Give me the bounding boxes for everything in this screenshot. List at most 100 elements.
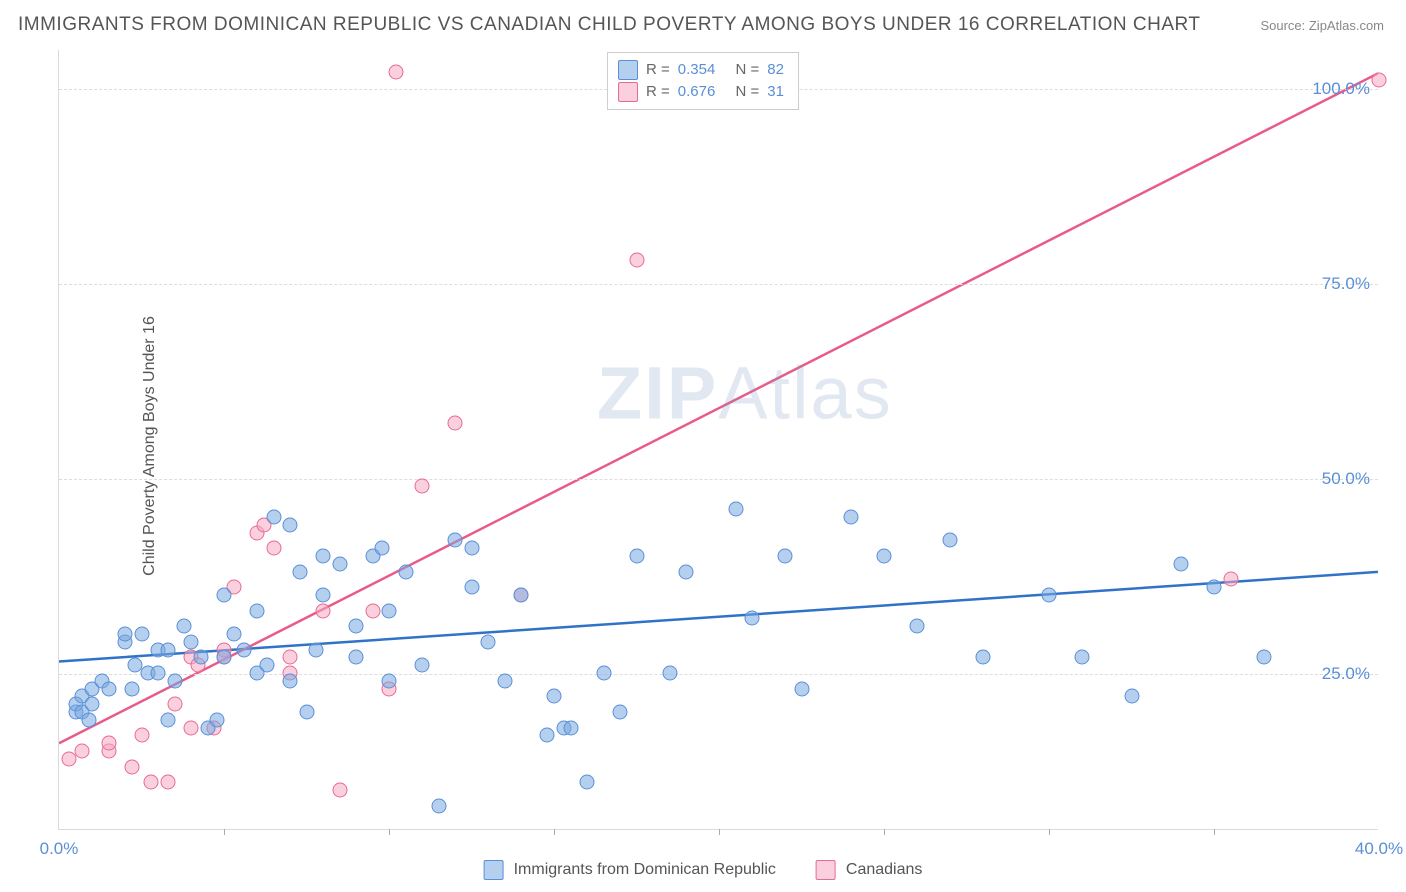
data-point — [144, 775, 159, 790]
x-tick-label: 0.0% — [40, 839, 79, 859]
legend-label: Canadians — [846, 861, 923, 879]
data-point — [266, 510, 281, 525]
data-point — [332, 783, 347, 798]
grid-line — [59, 479, 1378, 480]
data-point — [184, 634, 199, 649]
data-point — [217, 588, 232, 603]
correlation-legend: R = 0.354 N = 82 R = 0.676 N = 31 — [607, 52, 799, 110]
data-point — [1207, 580, 1222, 595]
data-point — [415, 658, 430, 673]
data-point — [124, 759, 139, 774]
n-label: N = — [736, 81, 760, 103]
data-point — [299, 705, 314, 720]
data-point — [514, 588, 529, 603]
pink-swatch — [816, 860, 836, 880]
data-point — [292, 564, 307, 579]
data-point — [365, 603, 380, 618]
data-point — [1223, 572, 1238, 587]
data-point — [382, 673, 397, 688]
legend-item: Canadians — [816, 860, 923, 880]
x-tick-mark — [224, 829, 225, 835]
data-point — [388, 65, 403, 80]
data-point — [448, 533, 463, 548]
x-tick-label: 40.0% — [1355, 839, 1403, 859]
watermark-part-b: Atlas — [718, 351, 893, 434]
data-point — [1174, 556, 1189, 571]
data-point — [596, 666, 611, 681]
data-point — [398, 564, 413, 579]
data-point — [160, 712, 175, 727]
data-point — [1372, 73, 1387, 88]
data-point — [160, 642, 175, 657]
data-point — [497, 673, 512, 688]
data-point — [210, 712, 225, 727]
data-point — [1256, 650, 1271, 665]
r-label: R = — [646, 81, 670, 103]
data-point — [101, 681, 116, 696]
n-value: 31 — [767, 81, 784, 103]
data-point — [316, 603, 331, 618]
x-tick-mark — [389, 829, 390, 835]
legend-row: R = 0.676 N = 31 — [618, 81, 784, 103]
data-point — [1042, 588, 1057, 603]
data-point — [613, 705, 628, 720]
data-point — [160, 775, 175, 790]
data-point — [877, 549, 892, 564]
data-point — [580, 775, 595, 790]
data-point — [101, 736, 116, 751]
data-point — [375, 541, 390, 556]
data-point — [283, 650, 298, 665]
data-point — [778, 549, 793, 564]
data-point — [316, 588, 331, 603]
data-point — [464, 541, 479, 556]
data-point — [448, 416, 463, 431]
blue-swatch — [618, 60, 638, 80]
data-point — [547, 689, 562, 704]
y-tick-label: 50.0% — [1322, 469, 1370, 489]
data-point — [464, 580, 479, 595]
data-point — [745, 611, 760, 626]
data-point — [910, 619, 925, 634]
data-point — [332, 556, 347, 571]
r-label: R = — [646, 59, 670, 81]
data-point — [118, 627, 133, 642]
data-point — [309, 642, 324, 657]
data-point — [943, 533, 958, 548]
data-point — [85, 697, 100, 712]
chart-title: IMMIGRANTS FROM DOMINICAN REPUBLIC VS CA… — [18, 14, 1201, 36]
series-legend: Immigrants from Dominican Republic Canad… — [484, 860, 923, 880]
data-point — [259, 658, 274, 673]
data-point — [75, 744, 90, 759]
r-value: 0.354 — [678, 59, 716, 81]
watermark-part-a: ZIP — [597, 351, 718, 434]
data-point — [184, 720, 199, 735]
data-point — [151, 666, 166, 681]
data-point — [283, 673, 298, 688]
x-tick-mark — [1049, 829, 1050, 835]
data-point — [124, 681, 139, 696]
data-point — [177, 619, 192, 634]
data-point — [679, 564, 694, 579]
x-tick-mark — [1214, 829, 1215, 835]
source-attribution: Source: ZipAtlas.com — [1260, 18, 1384, 33]
x-tick-mark — [884, 829, 885, 835]
n-label: N = — [736, 59, 760, 81]
legend-label: Immigrants from Dominican Republic — [514, 861, 776, 879]
data-point — [662, 666, 677, 681]
data-point — [481, 634, 496, 649]
data-point — [167, 697, 182, 712]
chart-plot-area: ZIPAtlas 25.0%50.0%75.0%100.0%0.0%40.0% — [58, 50, 1378, 830]
data-point — [431, 798, 446, 813]
blue-swatch — [484, 860, 504, 880]
data-point — [1124, 689, 1139, 704]
data-point — [844, 510, 859, 525]
data-point — [283, 517, 298, 532]
data-point — [976, 650, 991, 665]
trend-lines — [59, 50, 1378, 829]
data-point — [629, 252, 644, 267]
y-tick-label: 75.0% — [1322, 274, 1370, 294]
data-point — [1075, 650, 1090, 665]
data-point — [415, 478, 430, 493]
data-point — [728, 502, 743, 517]
x-tick-mark — [554, 829, 555, 835]
